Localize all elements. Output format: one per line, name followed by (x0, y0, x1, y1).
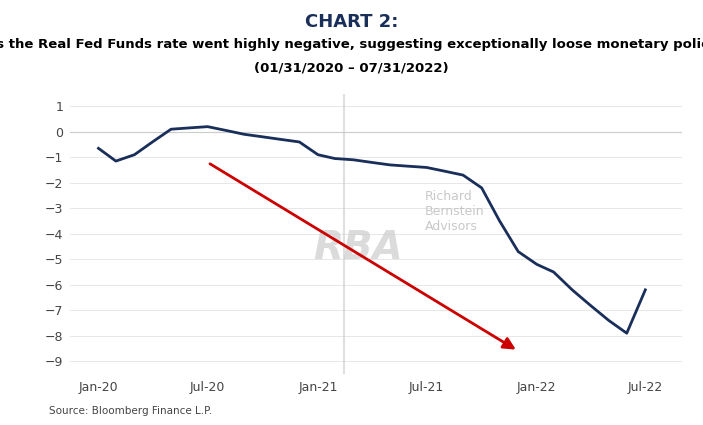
Text: (01/31/2020 – 07/31/2022): (01/31/2020 – 07/31/2022) (254, 62, 449, 75)
Text: CHART 2:: CHART 2: (305, 13, 398, 31)
Text: RBA: RBA (313, 229, 403, 267)
Text: As the Real Fed Funds rate went highly negative, suggesting exceptionally loose : As the Real Fed Funds rate went highly n… (0, 38, 703, 51)
Text: Richard
Bernstein
Advisors: Richard Bernstein Advisors (425, 190, 484, 233)
Text: Source: Bloomberg Finance L.P.: Source: Bloomberg Finance L.P. (49, 406, 212, 416)
